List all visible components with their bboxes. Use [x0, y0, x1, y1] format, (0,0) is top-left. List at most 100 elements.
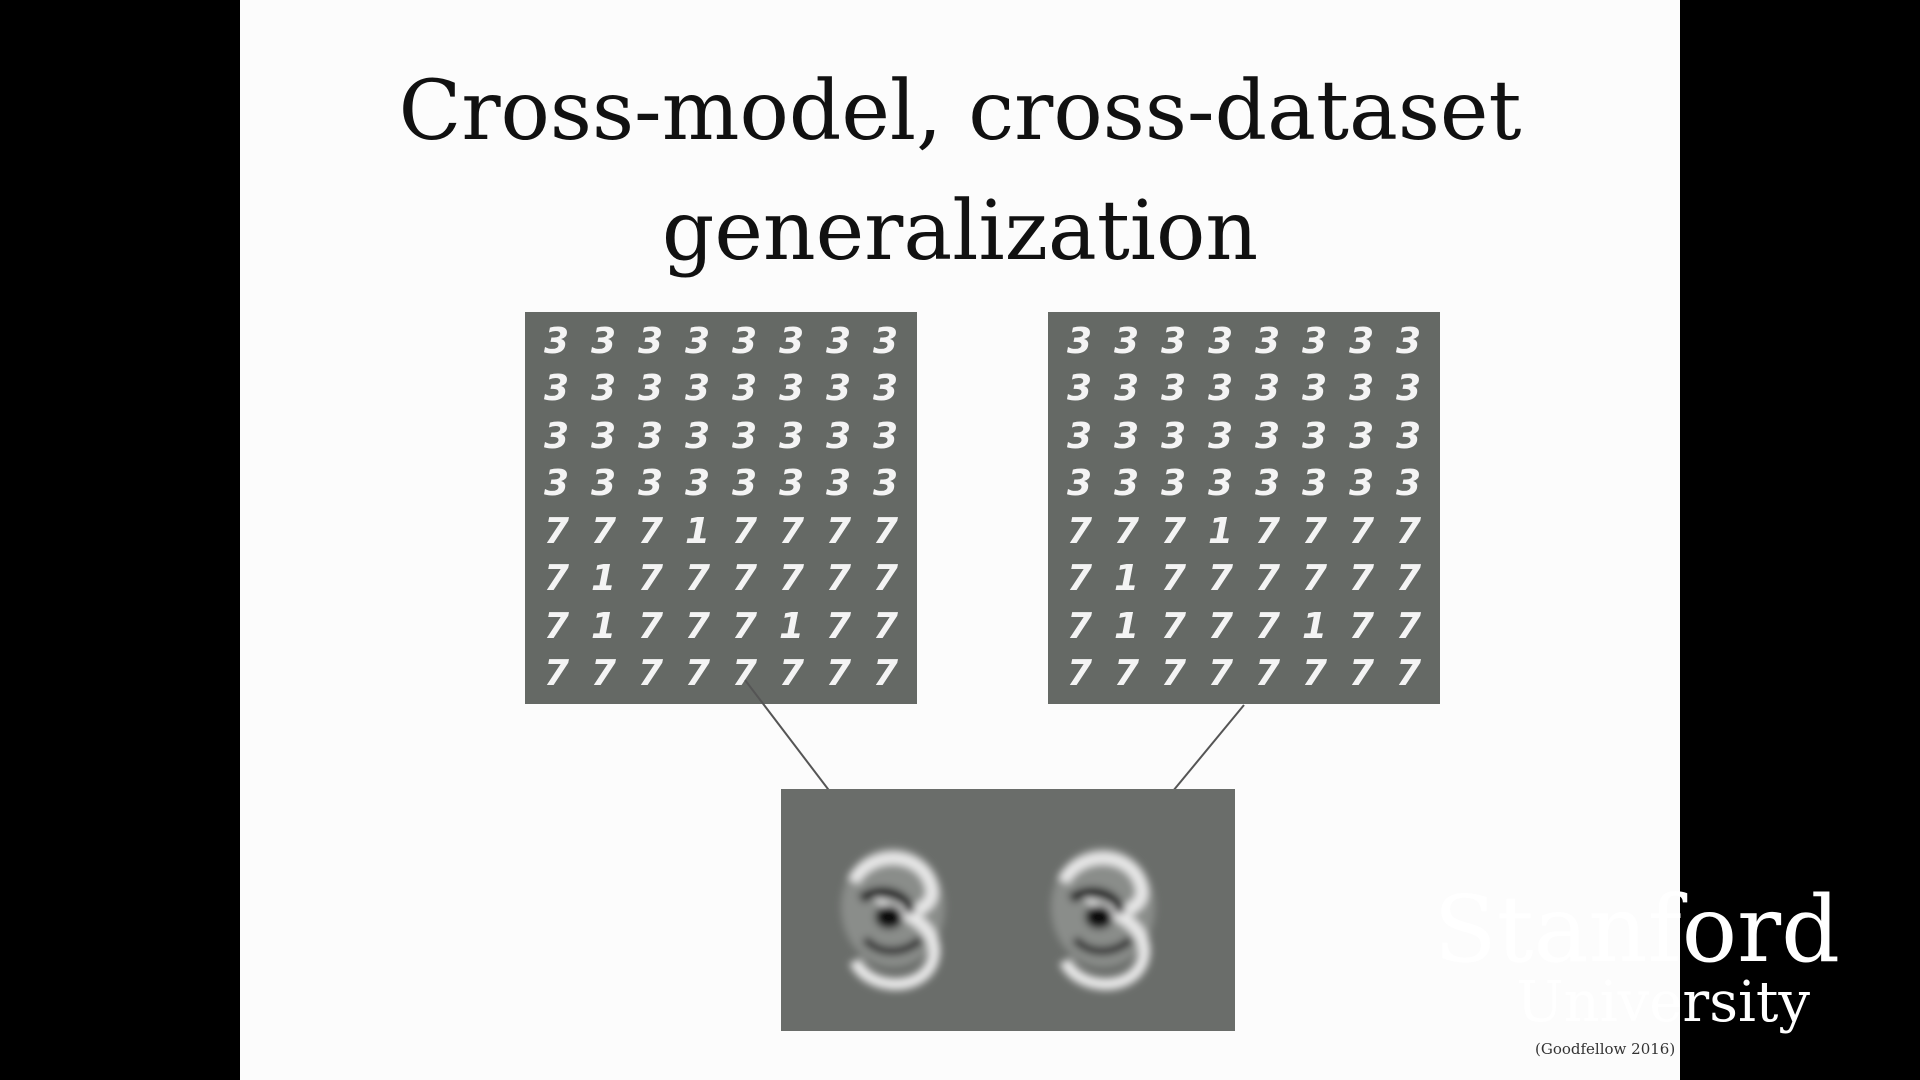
digit-cell: 7	[1113, 510, 1140, 552]
digit-cell: 7	[1348, 605, 1375, 647]
digit-cell: 1	[1207, 510, 1234, 552]
digit-cell: 7	[637, 558, 664, 600]
digit-cell: 3	[872, 320, 899, 362]
digit-cell: 3	[590, 368, 617, 410]
digit-cell: 7	[1301, 558, 1328, 600]
digit-cell: 3	[590, 463, 617, 505]
digit-cell: 3	[825, 368, 852, 410]
digit-cell: 1	[1113, 558, 1140, 600]
digit-cell: 3	[1113, 415, 1140, 457]
digit-cell: 3	[1113, 320, 1140, 362]
digit-cell: 7	[872, 510, 899, 552]
digit-cell: 3	[1254, 368, 1281, 410]
digit-cell: 1	[1301, 605, 1328, 647]
digit-cell: 7	[778, 558, 805, 600]
title-line-1: Cross-model, cross-dataset	[398, 64, 1522, 159]
perturbation-image-left	[841, 847, 945, 991]
digit-cell: 7	[543, 653, 570, 695]
digit-cell: 3	[684, 463, 711, 505]
digit-cell: 3	[1395, 415, 1422, 457]
digit-cell: 3	[1254, 415, 1281, 457]
digit-cell: 3	[1254, 320, 1281, 362]
digit-cell: 7	[637, 605, 664, 647]
digit-cell: 3	[543, 415, 570, 457]
digit-cell: 3	[1207, 368, 1234, 410]
digit-cell: 7	[731, 605, 758, 647]
digit-cell: 3	[778, 320, 805, 362]
digit-cell: 7	[1348, 653, 1375, 695]
digit-cell: 3	[825, 463, 852, 505]
digit-cell: 3	[684, 368, 711, 410]
digit-cell: 7	[1160, 605, 1187, 647]
digit-cell: 7	[684, 605, 711, 647]
digit-cell: 3	[778, 463, 805, 505]
digit-cell: 7	[1254, 558, 1281, 600]
digit-cell: 3	[1066, 463, 1093, 505]
digit-cell: 3	[637, 415, 664, 457]
digit-cell: 7	[1395, 605, 1422, 647]
digit-cell: 3	[637, 368, 664, 410]
digit-cell: 7	[825, 558, 852, 600]
digit-cell: 7	[1066, 510, 1093, 552]
digit-cell: 3	[1348, 320, 1375, 362]
digit-cell: 7	[1395, 510, 1422, 552]
digit-cell: 3	[825, 415, 852, 457]
digit-cell: 7	[1207, 605, 1234, 647]
digit-cell: 7	[825, 510, 852, 552]
digit-cell: 3	[1301, 320, 1328, 362]
digit-cell: 3	[1113, 463, 1140, 505]
digit-cell: 3	[731, 415, 758, 457]
digit-cell: 3	[1395, 320, 1422, 362]
digit-cell: 7	[825, 605, 852, 647]
digit-cell: 7	[1066, 558, 1093, 600]
digit-cell: 3	[1160, 463, 1187, 505]
digit-cell: 7	[872, 558, 899, 600]
digit-cell: 7	[825, 653, 852, 695]
digit-cell: 3	[1066, 320, 1093, 362]
digit-cell: 3	[872, 415, 899, 457]
digit-cell: 7	[778, 510, 805, 552]
digit-cell: 3	[1066, 415, 1093, 457]
citation: (Goodfellow 2016)	[1535, 1040, 1676, 1058]
digit-cell: 7	[1395, 653, 1422, 695]
digit-cell: 7	[637, 510, 664, 552]
digit-cell: 7	[1160, 653, 1187, 695]
slide: Cross-model, cross-dataset generalizatio…	[240, 0, 1680, 1080]
digit-cell: 3	[1348, 368, 1375, 410]
digit-cell: 7	[1348, 510, 1375, 552]
digit-cell: 1	[1113, 605, 1140, 647]
slide-title: Cross-model, cross-dataset generalizatio…	[240, 52, 1680, 292]
digit-cell: 3	[684, 415, 711, 457]
digit-cell: 3	[1254, 463, 1281, 505]
digit-cell: 7	[1301, 653, 1328, 695]
digit-cell: 7	[1066, 653, 1093, 695]
digit-cell: 3	[684, 320, 711, 362]
perturbation-images	[841, 847, 1155, 991]
digit-cell: 7	[543, 510, 570, 552]
digit-cell: 7	[590, 510, 617, 552]
digit-cell: 1	[590, 558, 617, 600]
digit-cell: 7	[778, 653, 805, 695]
digit-cell: 3	[1301, 463, 1328, 505]
digit-cell: 3	[543, 320, 570, 362]
digit-cell: 3	[872, 368, 899, 410]
digit-cell: 3	[1207, 415, 1234, 457]
digit-cell: 7	[1348, 558, 1375, 600]
digit-cell: 7	[1113, 653, 1140, 695]
digit-cell: 7	[684, 653, 711, 695]
digit-cell: 7	[543, 605, 570, 647]
digit-cell: 3	[1348, 415, 1375, 457]
digit-cell: 3	[1348, 463, 1375, 505]
digit-cell: 3	[1066, 368, 1093, 410]
digit-cell: 3	[590, 415, 617, 457]
perturbation-panel	[781, 789, 1235, 1031]
digit-cell: 1	[778, 605, 805, 647]
digit-cell: 1	[590, 605, 617, 647]
digit-cell: 3	[637, 320, 664, 362]
digit-cell: 7	[1395, 558, 1422, 600]
digit-cell: 3	[1301, 415, 1328, 457]
digit-cell: 7	[1254, 605, 1281, 647]
digit-cell: 3	[1160, 368, 1187, 410]
digit-cell: 3	[731, 320, 758, 362]
